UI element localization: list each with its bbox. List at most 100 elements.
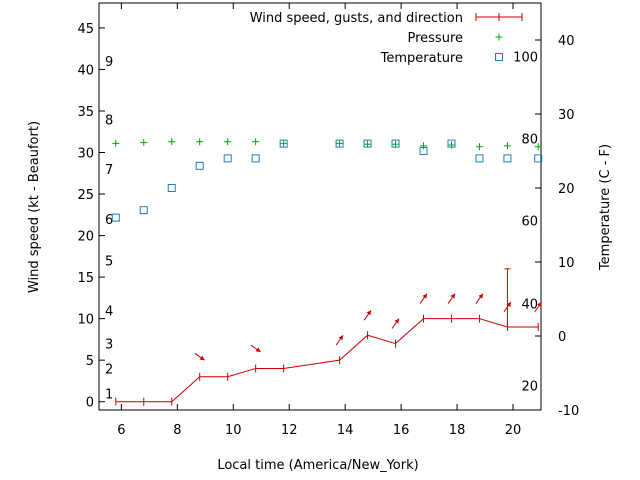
pressure-point bbox=[140, 139, 148, 147]
fahrenheit-label: 60 bbox=[521, 215, 538, 230]
y-axis-label: Wind speed (kt - Beaufort) bbox=[27, 121, 42, 293]
y2-tick-label: 10 bbox=[558, 256, 575, 271]
pressure-point bbox=[503, 142, 511, 150]
wind-direction-arrow bbox=[194, 352, 205, 361]
labels-layer: 6 8 10 12 14 16 18 20051015202530354045-1001020… bbox=[77, 22, 579, 438]
pressure-point bbox=[196, 138, 204, 146]
fahrenheit-label: 40 bbox=[521, 297, 538, 312]
temperature-point bbox=[534, 154, 543, 163]
y-tick-label: 40 bbox=[77, 63, 94, 78]
legend-label-temperature: Temperature bbox=[380, 51, 463, 66]
pressure-point bbox=[224, 138, 232, 146]
x-tick-label: 6 bbox=[117, 423, 125, 438]
legend: Wind speed, gusts, and direction Pressure… bbox=[250, 11, 523, 66]
wind-direction-arrow-head bbox=[394, 318, 399, 324]
legend-label-pressure: Pressure bbox=[407, 31, 463, 46]
wind-direction-arrow bbox=[363, 310, 372, 321]
x-tick-label: 12 bbox=[281, 423, 298, 438]
beaufort-label: 7 bbox=[105, 163, 113, 178]
pressure-point bbox=[252, 138, 260, 146]
wind-direction-arrow-head bbox=[478, 293, 483, 299]
beaufort-label: 6 bbox=[105, 213, 113, 228]
fahrenheit-label: 100 bbox=[513, 50, 538, 65]
series-layer bbox=[111, 138, 543, 406]
wind-direction-arrow bbox=[391, 318, 400, 329]
wind-direction-arrow bbox=[475, 293, 484, 304]
wind-direction-arrow-head bbox=[422, 293, 427, 299]
x-tick-label: 8 bbox=[173, 423, 181, 438]
beaufort-label: 9 bbox=[105, 55, 113, 70]
y-tick-label: 30 bbox=[77, 147, 94, 162]
beaufort-label: 1 bbox=[105, 387, 113, 402]
temperature-point bbox=[139, 206, 148, 215]
beaufort-label: 3 bbox=[105, 338, 113, 353]
wind-direction-arrow bbox=[335, 334, 344, 346]
temperature-point bbox=[279, 139, 288, 148]
beaufort-label: 5 bbox=[105, 254, 113, 269]
pressure-point bbox=[112, 139, 120, 147]
y2-tick-label: 30 bbox=[558, 108, 575, 123]
temperature-point bbox=[335, 139, 344, 148]
temperature-point bbox=[363, 139, 372, 148]
fahrenheit-label: 20 bbox=[521, 380, 538, 395]
pressure-point bbox=[280, 139, 288, 147]
wind-direction-arrow-head bbox=[537, 302, 542, 307]
wind-direction-arrow-head bbox=[450, 293, 455, 299]
legend-swatch-temperature bbox=[495, 53, 503, 61]
y2-tick-label: 40 bbox=[558, 34, 575, 49]
wind-direction-arrow bbox=[419, 293, 428, 304]
x-tick-label: 20 bbox=[505, 423, 522, 438]
x-tick-label: 10 bbox=[225, 423, 242, 438]
x-axis-label: Local time (America/New_York) bbox=[217, 458, 418, 473]
x-tick-label: 14 bbox=[337, 423, 354, 438]
temperature-point bbox=[447, 139, 456, 148]
wind-direction-arrow-head bbox=[199, 355, 205, 361]
y-tick-label: 15 bbox=[77, 271, 94, 286]
y-tick-label: 45 bbox=[77, 22, 94, 37]
x-tick-label: 16 bbox=[393, 423, 410, 438]
axes-layer bbox=[98, 2, 542, 411]
y-tick-label: 25 bbox=[77, 188, 94, 203]
pressure-point bbox=[534, 143, 542, 151]
y-tick-label: 0 bbox=[86, 396, 94, 411]
temperature-point bbox=[223, 154, 232, 163]
y-tick-label: 35 bbox=[77, 105, 94, 120]
wind-direction-arrow-head bbox=[506, 302, 511, 307]
temperature-point bbox=[391, 139, 400, 148]
beaufort-label: 8 bbox=[105, 113, 113, 128]
fahrenheit-label: 80 bbox=[521, 132, 538, 147]
y2-tick-label: 20 bbox=[558, 182, 575, 197]
y-tick-label: 5 bbox=[86, 354, 94, 369]
wind-direction-arrow bbox=[250, 344, 261, 353]
beaufort-label: 4 bbox=[105, 304, 113, 319]
wind-direction-arrow-head bbox=[366, 310, 371, 316]
y2-tick-label: -10 bbox=[558, 404, 579, 419]
temperature-point bbox=[167, 184, 176, 192]
plot-frame bbox=[98, 2, 542, 411]
y-tick-label: 10 bbox=[77, 313, 94, 328]
wind-direction-arrow bbox=[503, 301, 512, 313]
temperature-point bbox=[475, 154, 484, 163]
beaufort-label: 2 bbox=[105, 362, 113, 377]
legend-label-wind: Wind speed, gusts, and direction bbox=[250, 11, 463, 26]
wind-direction-arrow bbox=[447, 293, 456, 304]
y2-tick-label: 0 bbox=[558, 330, 566, 345]
pressure-point bbox=[364, 140, 372, 148]
temperature-point bbox=[111, 213, 120, 222]
temperature-point bbox=[251, 154, 260, 163]
pressure-point bbox=[420, 142, 428, 150]
x-tick-label: 18 bbox=[449, 423, 466, 438]
pressure-point bbox=[168, 138, 176, 146]
wind-direction-arrow bbox=[534, 301, 543, 313]
wind-speed-line bbox=[115, 318, 539, 403]
pressure-point bbox=[392, 140, 400, 148]
temperature-point bbox=[503, 154, 512, 163]
y2-axis-label: Temperature (C - F) bbox=[598, 144, 613, 271]
pressure-point bbox=[475, 143, 483, 151]
pressure-point bbox=[336, 139, 344, 147]
temperature-point bbox=[419, 147, 428, 155]
temperature-point bbox=[195, 161, 204, 170]
y-tick-label: 20 bbox=[77, 230, 94, 245]
wind-direction-arrow-head bbox=[255, 347, 261, 352]
